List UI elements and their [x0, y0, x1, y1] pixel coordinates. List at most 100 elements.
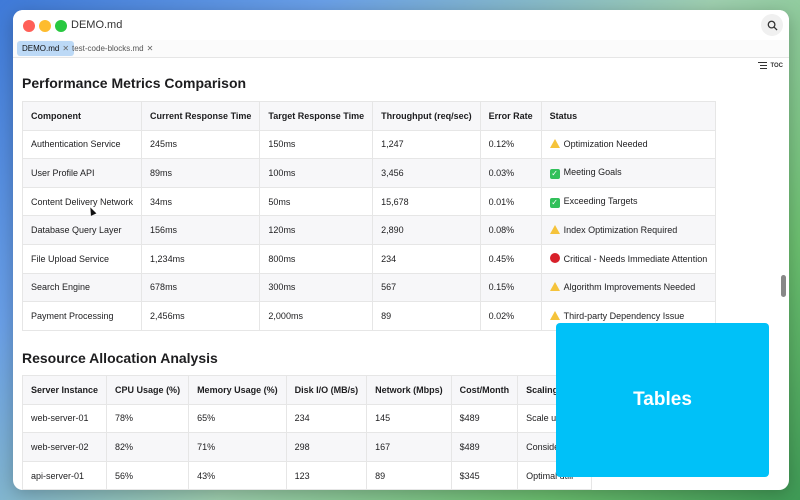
close-tab-icon[interactable]: ✕ — [146, 44, 154, 53]
table-cell: 71% — [188, 432, 287, 462]
column-header: Memory Usage (%) — [188, 375, 287, 405]
status-text: Algorithm Improvements Needed — [563, 282, 696, 293]
column-header: Component — [22, 101, 143, 131]
toc-button[interactable]: TOC — [758, 62, 783, 69]
table-cell: 82% — [106, 432, 190, 462]
table-cell: Database Query Layer — [22, 215, 143, 245]
table-cell: 0.12% — [479, 129, 542, 160]
app-window: DEMO.md DEMO.md ✕ test-code-blocks.md ✕ … — [13, 10, 789, 490]
table-cell: 0.03% — [479, 158, 542, 188]
table-row: File Upload Service 1,234ms 800ms 234 0.45% C… — [22, 243, 717, 274]
table-cell: 56% — [106, 460, 190, 490]
table-row: web-server-01 78% 65% 234 145 $489 Scale up du… — [22, 403, 592, 434]
table-cell: 567 — [372, 272, 481, 303]
column-header: Error Rate — [479, 101, 542, 131]
table-cell: 298 — [285, 432, 368, 462]
table-cell: 2,000ms — [259, 301, 374, 331]
table-cell: Algorithm Improvements Needed — [540, 272, 717, 303]
toc-label: TOC — [770, 62, 783, 69]
table-cell: Critical - Needs Immediate Attention — [540, 243, 717, 274]
table-cell: web-server-01 — [22, 403, 108, 434]
check-icon: ✓ — [549, 168, 560, 179]
tab-test-code-blocks[interactable]: test-code-blocks.md ✕ — [67, 41, 158, 56]
status-text: Meeting Goals — [563, 166, 622, 177]
minimize-window-button[interactable] — [39, 20, 51, 32]
table-cell: 1,247 — [372, 129, 481, 160]
table-cell: 65% — [188, 403, 287, 434]
table-cell: Search Engine — [22, 272, 143, 303]
table-row: Search Engine 678ms 300ms 567 0.15% Algorithm… — [22, 272, 717, 303]
table-cell: File Upload Service — [22, 243, 143, 274]
zoom-window-button[interactable] — [55, 20, 67, 32]
table-cell: User Profile API — [22, 158, 143, 188]
table-cell: web-server-02 — [22, 432, 108, 462]
table-cell: 89 — [366, 460, 452, 490]
table-cell: 0.02% — [479, 301, 542, 331]
status-text: Third-party Dependency Issue — [563, 310, 685, 321]
table-cell: 2,456ms — [141, 301, 261, 331]
table-cell: 3,456 — [372, 158, 481, 188]
warning-icon — [549, 139, 560, 149]
tab-label: test-code-blocks.md — [72, 44, 144, 53]
table-cell: 100ms — [259, 158, 374, 188]
table-cell: ✓ Meeting Goals — [540, 158, 717, 188]
table-cell: 34ms — [141, 186, 261, 217]
table-cell: api-server-01 — [22, 460, 108, 490]
status-text: Exceeding Targets — [563, 195, 638, 206]
red-circle-icon — [549, 253, 560, 264]
column-header: Disk I/O (MB/s) — [285, 375, 368, 405]
close-window-button[interactable] — [23, 20, 35, 32]
overlay-label: Tables — [633, 389, 692, 410]
warning-icon — [549, 225, 560, 235]
column-header: Throughput (req/sec) — [372, 101, 481, 131]
table-cell: 145 — [366, 403, 452, 434]
table-cell: 1,234ms — [141, 243, 261, 274]
table-cell: 150ms — [259, 129, 374, 160]
table-cell: 120ms — [259, 215, 374, 245]
table-row: web-server-02 82% 71% 298 167 $489 Consider lo… — [22, 432, 592, 462]
resource-allocation-table: Server Instance CPU Usage (%) Memory Usage… — [22, 375, 592, 490]
tables-overlay-card: Tables — [556, 323, 769, 477]
tab-bar: DEMO.md ✕ test-code-blocks.md ✕ — [13, 40, 789, 58]
tab-demo-md[interactable]: DEMO.md ✕ — [17, 41, 75, 56]
column-header: CPU Usage (%) — [106, 375, 190, 405]
column-header: Server Instance — [22, 375, 108, 405]
table-cell: 78% — [106, 403, 190, 434]
table-cell: $345 — [450, 460, 519, 490]
table-cell: 678ms — [141, 272, 261, 303]
section-heading: Performance Metrics Comparison — [22, 75, 247, 91]
warning-icon — [549, 310, 560, 320]
table-cell: Optimization Needed — [540, 129, 717, 160]
list-icon — [758, 62, 768, 69]
table-cell: Payment Processing — [22, 301, 143, 331]
table-cell: 245ms — [141, 129, 261, 160]
tab-label: DEMO.md — [22, 44, 60, 53]
table-cell: 123 — [285, 460, 368, 490]
vertical-scrollbar[interactable] — [781, 275, 786, 297]
table-cell: 50ms — [259, 186, 374, 217]
table-row: User Profile API 89ms 100ms 3,456 0.03% ✓ Meet… — [22, 158, 717, 188]
search-button[interactable] — [761, 14, 783, 36]
table-cell: 89ms — [141, 158, 261, 188]
status-text: Optimization Needed — [563, 139, 648, 150]
table-row: Database Query Layer 156ms 120ms 2,890 0.08%… — [22, 215, 717, 245]
table-cell: 800ms — [259, 243, 374, 274]
table-cell: 0.08% — [479, 215, 542, 245]
status-text: Index Optimization Required — [563, 225, 678, 236]
title-bar: DEMO.md — [13, 10, 789, 40]
table-cell: 156ms — [141, 215, 261, 245]
status-text: Critical - Needs Immediate Attention — [563, 254, 708, 265]
table-row: Authentication Service 245ms 150ms 1,247 0.1… — [22, 129, 717, 160]
table-cell: ✓ Exceeding Targets — [540, 186, 717, 217]
document-content: Performance Metrics Comparison Component… — [22, 60, 762, 490]
search-icon — [767, 20, 778, 31]
table-cell: 15,678 — [372, 186, 481, 217]
column-header: Current Response Time — [141, 101, 261, 131]
table-cell: 300ms — [259, 272, 374, 303]
column-header: Cost/Month — [450, 375, 519, 405]
window-title: DEMO.md — [71, 19, 123, 31]
close-tab-icon[interactable]: ✕ — [62, 44, 70, 53]
check-icon: ✓ — [549, 197, 560, 208]
table-cell: 89 — [372, 301, 481, 331]
table-cell: $489 — [450, 432, 519, 462]
